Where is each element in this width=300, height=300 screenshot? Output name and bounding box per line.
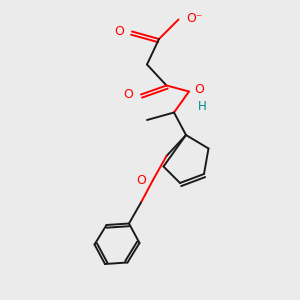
Text: O: O bbox=[136, 173, 146, 187]
Text: O: O bbox=[194, 82, 204, 96]
Text: O: O bbox=[124, 88, 134, 101]
Text: O⁻: O⁻ bbox=[186, 11, 202, 25]
Text: O: O bbox=[115, 25, 124, 38]
Text: H: H bbox=[197, 100, 206, 113]
